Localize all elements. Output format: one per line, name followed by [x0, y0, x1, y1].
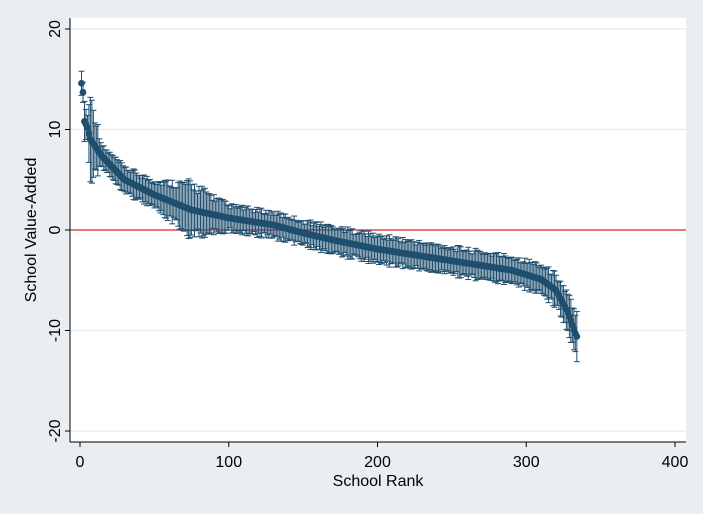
y-tick-label: 10 — [47, 121, 64, 139]
y-tick-label: 0 — [47, 225, 64, 234]
x-tick-label: 300 — [513, 454, 540, 471]
data-point — [573, 333, 581, 340]
x-tick-label: 400 — [662, 454, 689, 471]
y-axis-title: School Value-Added — [23, 158, 40, 303]
data-point — [79, 88, 87, 96]
x-tick-label: 0 — [76, 454, 85, 471]
x-tick-label: 100 — [215, 454, 242, 471]
x-tick-label: 200 — [364, 454, 391, 471]
y-tick-label: 20 — [47, 20, 64, 38]
y-tick-label: -10 — [47, 319, 64, 342]
gridlines — [70, 28, 686, 432]
data-point — [84, 124, 91, 131]
x-axis-title: School Rank — [333, 473, 425, 490]
data-point — [78, 79, 85, 87]
y-tick-label: -20 — [47, 419, 64, 442]
data-point — [85, 130, 93, 137]
data-points — [78, 79, 581, 340]
